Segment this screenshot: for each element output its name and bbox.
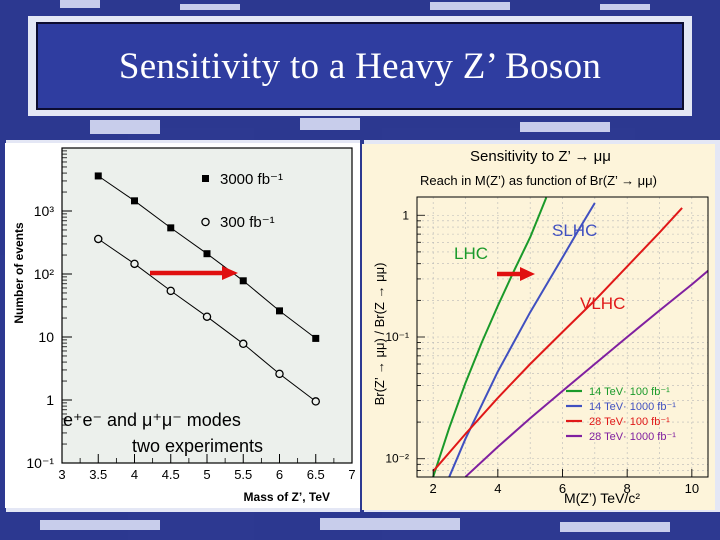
data-point-circle — [130, 259, 139, 269]
x-tick-label: 3 — [58, 467, 65, 482]
legend-label: 14 TeV· 100 fb⁻¹ — [589, 386, 670, 398]
chart-title: Sensitivity to Z’ → μμ — [470, 148, 611, 165]
y-tick-label: 1 — [402, 208, 409, 222]
x-tick-label: 4 — [131, 467, 138, 482]
y-tick-label: 10⁻¹ — [385, 330, 409, 344]
data-point-square — [312, 334, 320, 342]
y-tick-label: 10 — [38, 329, 54, 345]
x-tick-label: 6 — [559, 481, 566, 496]
slide-title: Sensitivity to a Heavy Z’ Boson — [118, 45, 602, 87]
y-tick-label: 10³ — [34, 203, 55, 219]
data-point-circle — [94, 234, 103, 244]
annotation-experiments: two experiments — [132, 436, 263, 456]
y-axis-label: Br(Z’ → μμ) / Br(Z → μμ) — [372, 263, 387, 406]
data-point-square — [94, 172, 102, 180]
x-tick-label: 5.5 — [234, 467, 252, 482]
x-tick-label: 5 — [203, 467, 210, 482]
red-arrow-left — [150, 266, 238, 280]
legend: 14 TeV· 100 fb⁻¹ 14 TeV· 1000 fb⁻¹ 28 TeV·… — [566, 386, 676, 443]
reach-curve-0 — [432, 197, 548, 477]
data-point-circle — [275, 369, 284, 379]
x-tick-label: 8 — [624, 481, 631, 496]
x-tick-label: 10 — [685, 481, 699, 496]
data-point-circle — [166, 286, 175, 296]
data-point-square — [167, 224, 175, 232]
data-point-circle — [202, 312, 212, 321]
reach-curve-1 — [448, 202, 596, 477]
y-tick-label: 10⁻¹ — [26, 455, 54, 471]
x-tick-label: 6.5 — [307, 467, 325, 482]
curve-label-lhc: LHC — [454, 244, 488, 263]
data-point-square — [276, 307, 283, 315]
legend-marker-3000 — [202, 175, 209, 182]
x-tick-label: 4 — [494, 481, 501, 496]
legend-marker-300 — [201, 217, 210, 227]
legend-label-300: 300 fb⁻¹ — [220, 214, 275, 231]
x-tick-label: 4.5 — [162, 467, 180, 482]
curve-label-slhc: SLHC — [552, 221, 597, 240]
y-tick-label: 10² — [34, 266, 55, 282]
x-tick-label: 2 — [430, 481, 437, 496]
reach-curve-3 — [464, 270, 708, 477]
title-banner: Sensitivity to a Heavy Z’ Boson — [36, 22, 684, 110]
legend-label-3000: 3000 fb⁻¹ — [220, 171, 283, 188]
legend-label: 28 TeV· 1000 fb⁻¹ — [589, 431, 676, 443]
curve-label-vlhc: VLHC — [580, 294, 625, 313]
reach-vs-branching-chart: 2 4 6 8 10 110⁻¹10⁻² Sensitivity to Z’ → μμ … — [362, 144, 715, 510]
y-tick-label: 1 — [46, 392, 54, 408]
y-tick-label: 10⁻² — [385, 452, 409, 466]
annotation-modes: e⁺e⁻ and μ⁺μ⁻ modes — [63, 410, 241, 430]
legend-label: 28 TeV· 100 fb⁻¹ — [589, 416, 670, 428]
x-tick-label: 6 — [276, 467, 283, 482]
data-point-square — [239, 277, 247, 285]
x-axis-label: Mass of Z’, TeV — [244, 490, 330, 504]
x-tick-label: 7 — [348, 467, 355, 482]
y-axis-label: Number of events — [12, 222, 26, 324]
data-point-circle — [238, 339, 248, 349]
reach-curve-2 — [432, 207, 683, 472]
data-point-square — [131, 197, 138, 205]
data-point-square — [203, 250, 211, 258]
x-axis-label: M(Z’) TeV/c² — [564, 490, 640, 506]
legend-label: 14 TeV· 1000 fb⁻¹ — [589, 401, 676, 413]
events-vs-mass-chart: 3 3.5 4 4.5 5 5.5 6 6.5 7 10⁻¹ 1 10 10² 10³ Number o… — [5, 143, 360, 508]
x-tick-label: 3.5 — [89, 467, 107, 482]
chart-subtitle: Reach in M(Z’) as function of Br(Z’ → μμ… — [420, 173, 657, 188]
red-arrow-right — [497, 267, 535, 281]
data-point-circle — [311, 397, 320, 406]
